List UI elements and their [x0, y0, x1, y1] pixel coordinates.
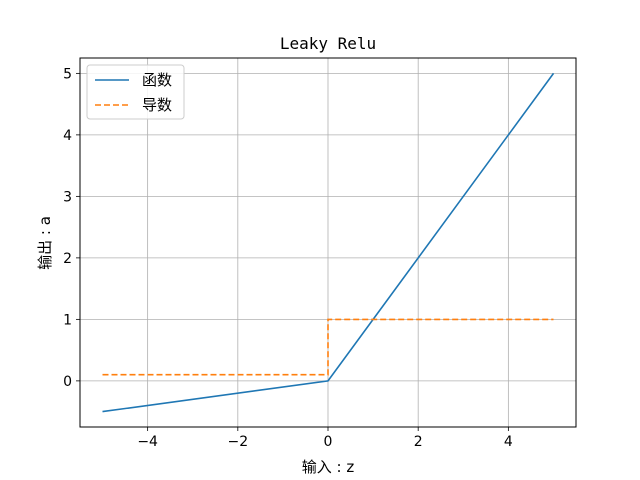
x-tick-label: −4 — [137, 434, 158, 450]
ticks: −4 −2 0 2 4 0 1 2 3 4 5 — [63, 66, 513, 450]
x-tick-label: 4 — [504, 434, 513, 450]
legend-label-derivative: 导数 — [142, 96, 172, 114]
y-tick-label: 1 — [63, 312, 72, 328]
grid — [80, 58, 576, 427]
series-function-line — [102, 72, 555, 413]
y-tick-label: 0 — [63, 374, 72, 390]
legend-box — [86, 64, 185, 120]
legend: 函数 导数 — [86, 64, 185, 120]
x-tick-label: 2 — [414, 434, 423, 450]
x-tick-label: 0 — [324, 434, 333, 450]
y-tick-label: 5 — [63, 66, 72, 82]
x-tick-label: −2 — [227, 434, 248, 450]
legend-label-function: 函数 — [142, 71, 172, 89]
series-layer — [102, 72, 555, 413]
chart-title: Leaky Relu — [280, 34, 376, 53]
x-axis-label: 输入 : z — [302, 458, 355, 476]
y-tick-label: 4 — [63, 128, 72, 144]
y-axis-label: 输出 : a — [36, 216, 54, 270]
y-tick-label: 3 — [63, 189, 72, 205]
y-tick-label: 2 — [63, 251, 72, 267]
series-derivative-line — [102, 318, 554, 376]
